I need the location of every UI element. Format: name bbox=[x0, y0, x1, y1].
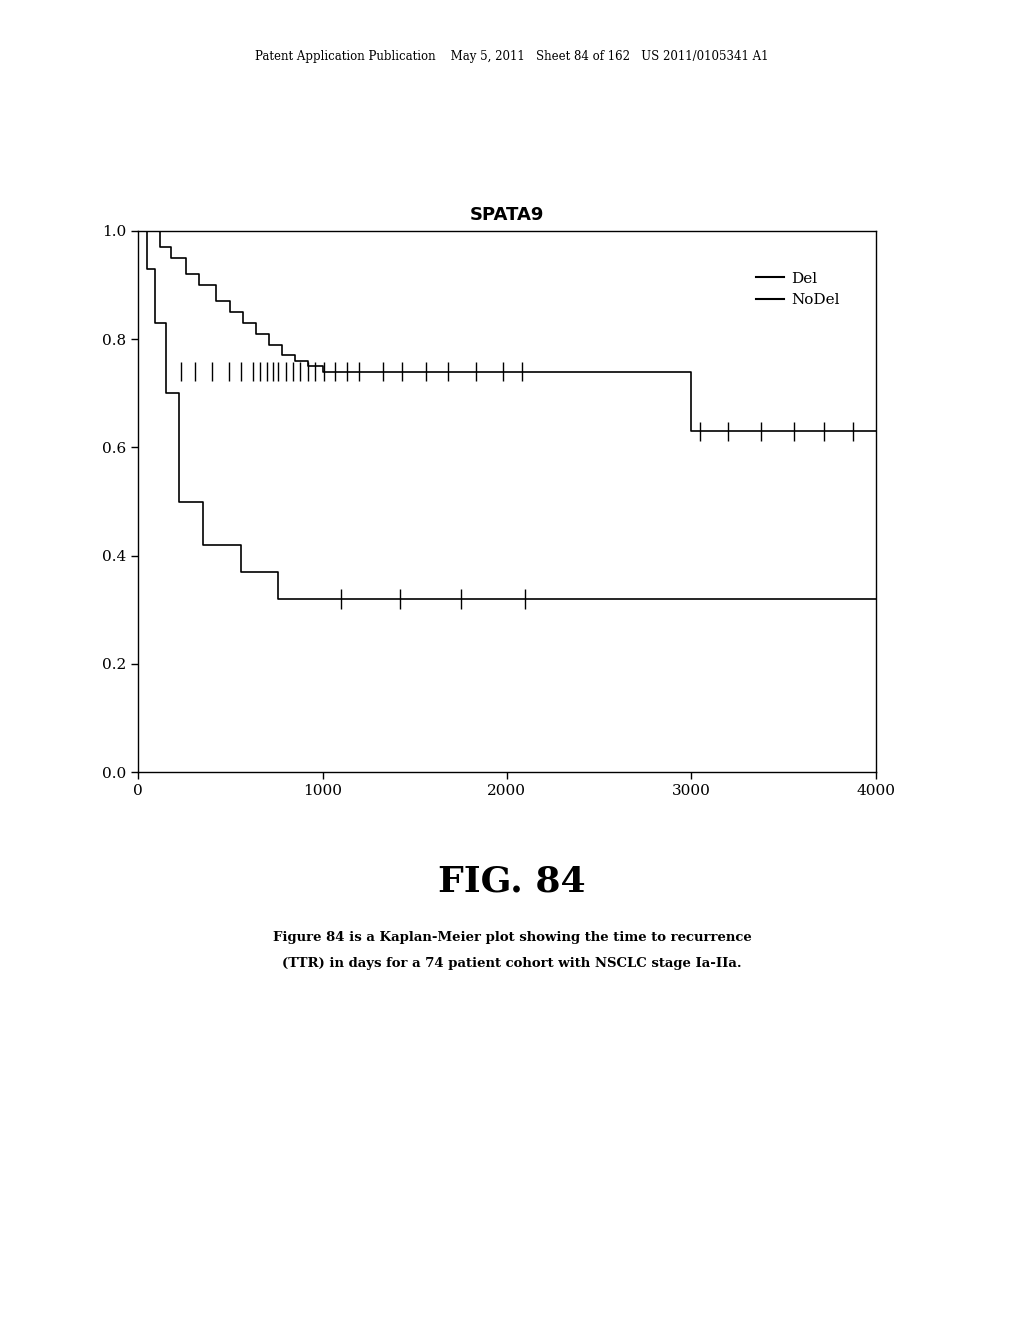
Legend: Del, NoDel: Del, NoDel bbox=[750, 265, 846, 314]
Text: (TTR) in days for a 74 patient cohort with NSCLC stage Ia-IIa.: (TTR) in days for a 74 patient cohort wi… bbox=[283, 957, 741, 970]
Text: Patent Application Publication    May 5, 2011   Sheet 84 of 162   US 2011/010534: Patent Application Publication May 5, 20… bbox=[255, 50, 769, 63]
Title: SPATA9: SPATA9 bbox=[470, 206, 544, 224]
Text: FIG. 84: FIG. 84 bbox=[438, 865, 586, 899]
Text: Figure 84 is a Kaplan-Meier plot showing the time to recurrence: Figure 84 is a Kaplan-Meier plot showing… bbox=[272, 931, 752, 944]
